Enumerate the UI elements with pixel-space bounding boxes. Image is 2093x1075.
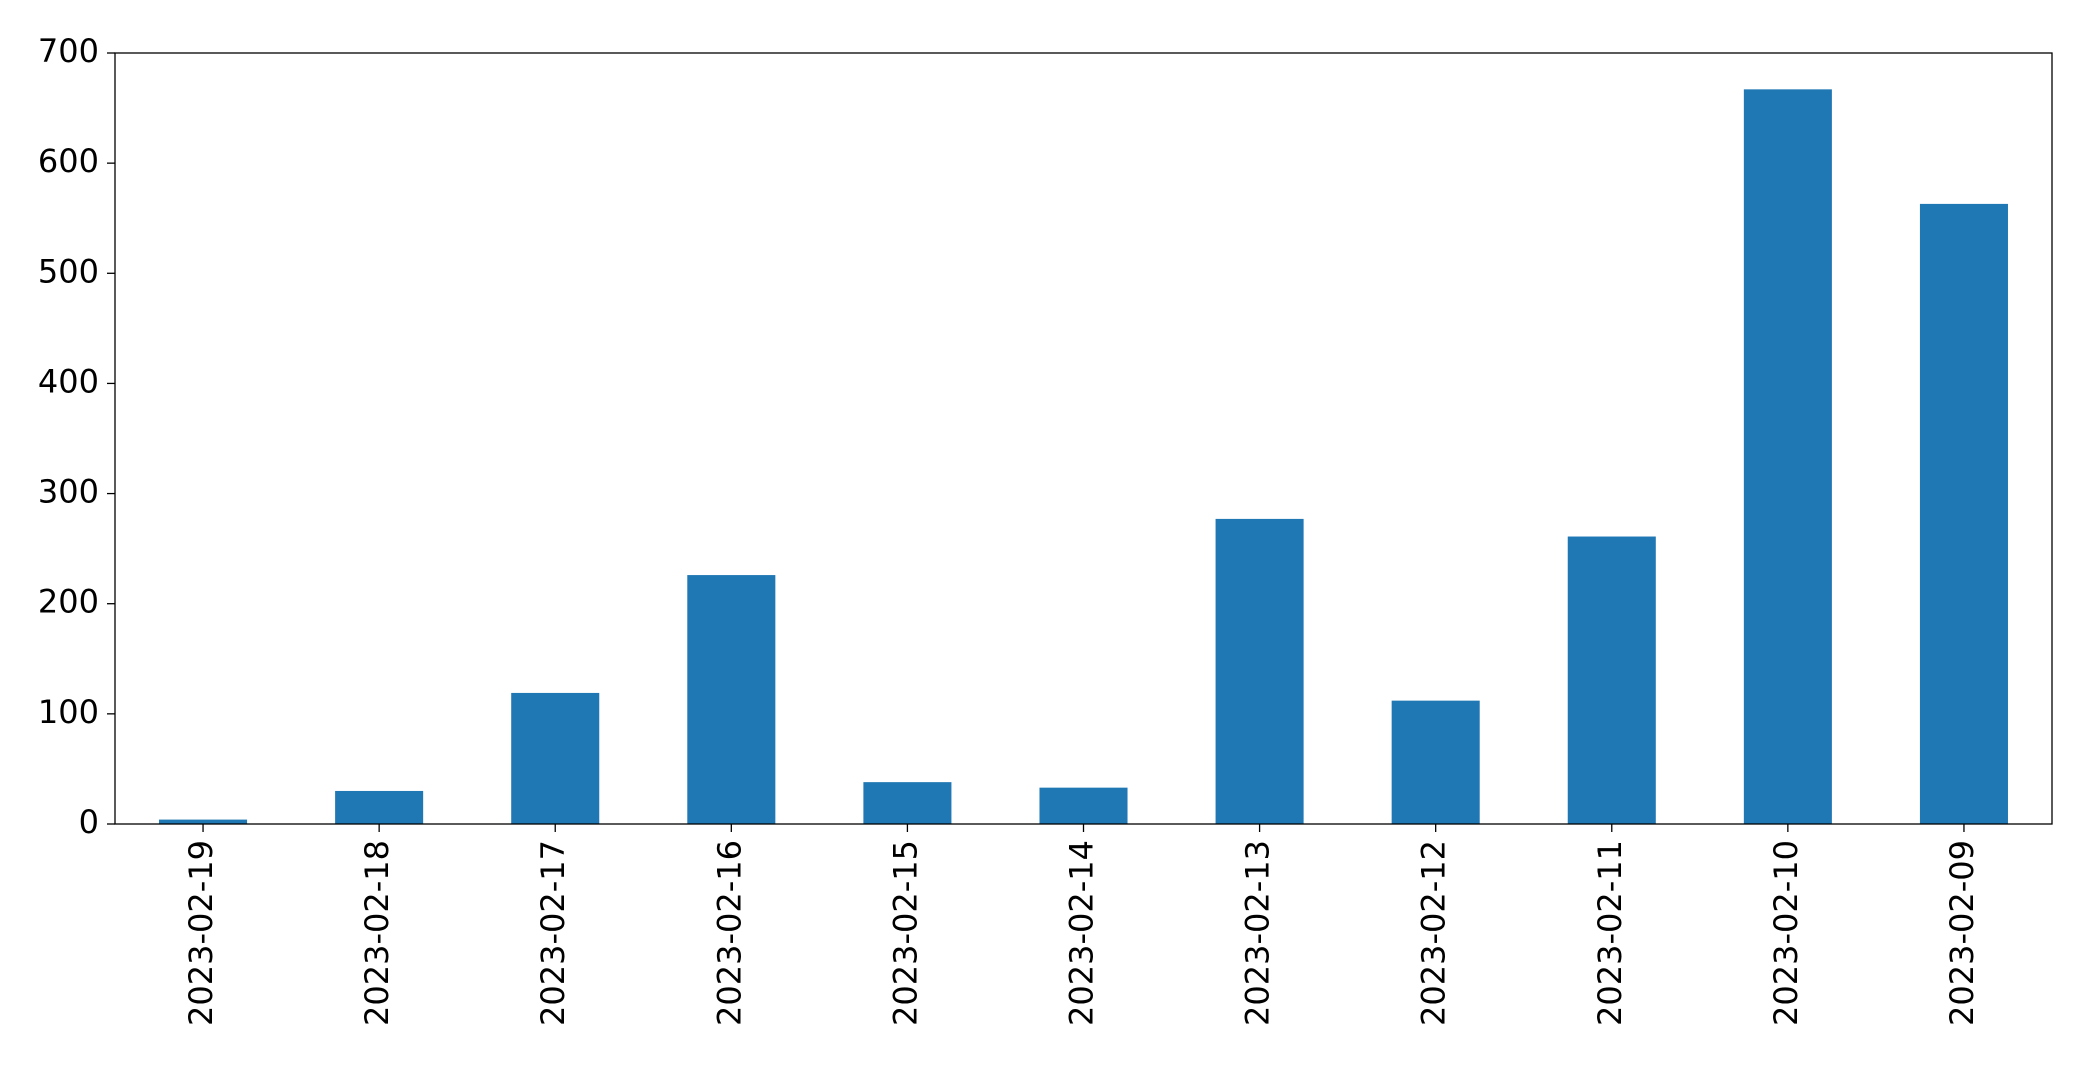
x-tick-label: 2023-02-12	[1415, 840, 1453, 1026]
y-tick-label: 600	[38, 142, 99, 180]
x-tick-label: 2023-02-17	[534, 840, 572, 1026]
x-tick-label: 2023-02-09	[1943, 840, 1981, 1026]
y-tick-label: 0	[79, 803, 99, 841]
y-tick-label: 300	[38, 473, 99, 511]
y-tick-label: 700	[38, 32, 99, 70]
bar	[863, 782, 952, 824]
x-tick-label: 2023-02-14	[1063, 840, 1101, 1026]
y-tick-label: 400	[38, 362, 99, 400]
x-tick-label: 2023-02-18	[358, 840, 396, 1026]
bar	[1039, 787, 1128, 824]
x-tick-label: 2023-02-15	[886, 840, 924, 1026]
bar	[687, 575, 776, 824]
x-tick-label: 2023-02-13	[1239, 840, 1277, 1026]
x-tick-label: 2023-02-11	[1591, 840, 1629, 1026]
x-tick-label: 2023-02-19	[182, 840, 220, 1026]
bar	[1919, 203, 2008, 824]
y-tick-label: 500	[38, 252, 99, 290]
bar	[1215, 518, 1304, 824]
x-tick-label: 2023-02-16	[710, 840, 748, 1026]
x-tick-label: 2023-02-10	[1767, 840, 1805, 1026]
bar	[1567, 536, 1656, 824]
bar	[335, 790, 424, 824]
bar	[1743, 89, 1832, 824]
y-tick-label: 200	[38, 583, 99, 621]
bar	[1391, 700, 1480, 824]
y-tick-label: 100	[38, 693, 99, 731]
bar	[511, 692, 600, 824]
bar	[159, 819, 248, 824]
